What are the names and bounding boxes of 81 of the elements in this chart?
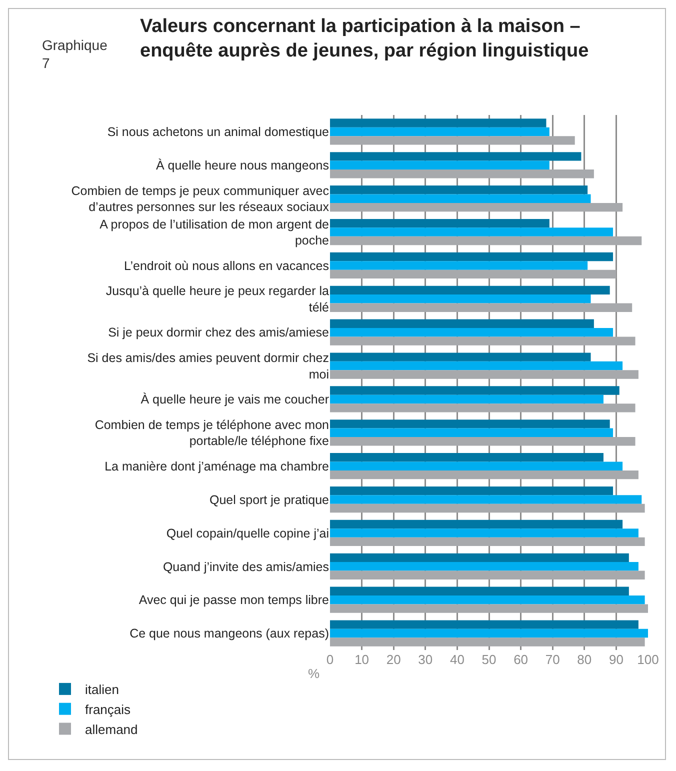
bar xyxy=(330,420,610,428)
y-tick-label: Avec qui je passe mon temps libre xyxy=(138,593,330,608)
bar xyxy=(330,628,648,638)
bar xyxy=(330,218,550,228)
y-tick-label: Combien de temps je téléphone avec mon portable/le téléphone fixe xyxy=(94,418,330,448)
y-tick-label: L’endroit où nous allons en vacances xyxy=(124,258,329,273)
legend-label: allemand xyxy=(85,722,138,737)
bar xyxy=(330,252,614,262)
y-tick-label: À quelle heure je vais me coucher xyxy=(140,392,329,407)
x-tick-label: 60 xyxy=(514,652,528,667)
bar xyxy=(330,186,588,194)
bar xyxy=(330,236,642,246)
y-tick-label: Ce que nous mangeons (aux repas) xyxy=(130,626,329,641)
y-tick-label: Quand j’invite des amis/amies xyxy=(162,560,329,574)
bar xyxy=(330,470,638,480)
bar xyxy=(330,528,638,538)
x-tick-label: 90 xyxy=(608,652,624,667)
x-tick-label: 70 xyxy=(545,652,560,667)
bar xyxy=(330,361,623,370)
bar xyxy=(330,127,550,136)
bar xyxy=(330,394,604,404)
y-tick-label: Quel sport je pratique xyxy=(209,492,330,507)
bar xyxy=(330,453,604,462)
bar xyxy=(330,352,591,362)
bar xyxy=(330,328,614,337)
bar xyxy=(330,428,614,437)
x-tick-label: 0 xyxy=(326,652,334,667)
bar xyxy=(330,319,594,328)
bar xyxy=(330,586,629,596)
bar xyxy=(330,537,645,546)
bar xyxy=(330,570,645,580)
text: Graphique 7 xyxy=(42,37,108,72)
legend-label: italien xyxy=(85,682,119,698)
bar xyxy=(330,562,638,571)
y-tick-label: Jusqu’à quelle heure je peux regarder la télé xyxy=(106,284,330,314)
bar xyxy=(330,596,645,604)
bar xyxy=(330,194,591,203)
bar xyxy=(330,202,623,212)
x-tick-label: 40 xyxy=(450,652,464,667)
bar xyxy=(330,404,636,412)
x-tick-label: 50 xyxy=(482,652,496,667)
bar xyxy=(330,486,614,496)
bar xyxy=(330,386,620,395)
bar xyxy=(330,118,546,128)
y-tick-label: Si je peux dormir chez des amis/amiese xyxy=(108,326,330,340)
y-tick-label: Combien de temps je peux communiquer avec d’autres personnes sur les réseaux sociaux xyxy=(71,184,330,214)
y-tick-label: À quelle heure nous mangeons xyxy=(156,158,329,173)
bar xyxy=(330,462,623,470)
bar xyxy=(330,495,642,504)
bar xyxy=(330,504,645,513)
bar xyxy=(330,261,588,270)
y-tick-label: La manière dont j’aménage ma chambre xyxy=(104,459,330,474)
legend-label: français xyxy=(85,702,132,717)
x-axis-title: % xyxy=(308,666,320,681)
bar xyxy=(330,303,632,312)
bar xyxy=(330,620,638,629)
bar xyxy=(330,270,616,279)
bar xyxy=(330,228,614,236)
bar xyxy=(330,604,648,613)
bar xyxy=(330,437,636,446)
y-tick-label: A propos de l’utilisation de mon argent de poche xyxy=(100,217,330,248)
x-tick-label: 80 xyxy=(577,652,592,667)
bar xyxy=(330,638,645,646)
bar xyxy=(330,286,610,295)
bar xyxy=(330,294,591,304)
chart-title: Valeurs concernant la participation à la maison – enquête auprès de jeunes, par région linguistique xyxy=(140,16,589,62)
bar xyxy=(330,170,594,178)
bar xyxy=(330,336,636,346)
bar xyxy=(330,520,623,529)
bar xyxy=(330,152,582,161)
y-tick-label: Quel copain/quelle copine j’ai xyxy=(166,526,329,540)
bar xyxy=(330,553,629,562)
x-tick-label: 30 xyxy=(418,652,433,667)
y-tick-label: Si nous achetons un animal domestique xyxy=(107,125,330,140)
x-tick-label: 10 xyxy=(354,652,370,667)
x-tick-label: 20 xyxy=(386,652,401,667)
x-tick-label: 100 xyxy=(637,652,659,667)
bar xyxy=(330,370,638,379)
bar xyxy=(330,136,575,145)
bar xyxy=(330,160,550,170)
y-tick-label: Si des amis/des amies peuvent dormir chez moi xyxy=(87,351,329,382)
